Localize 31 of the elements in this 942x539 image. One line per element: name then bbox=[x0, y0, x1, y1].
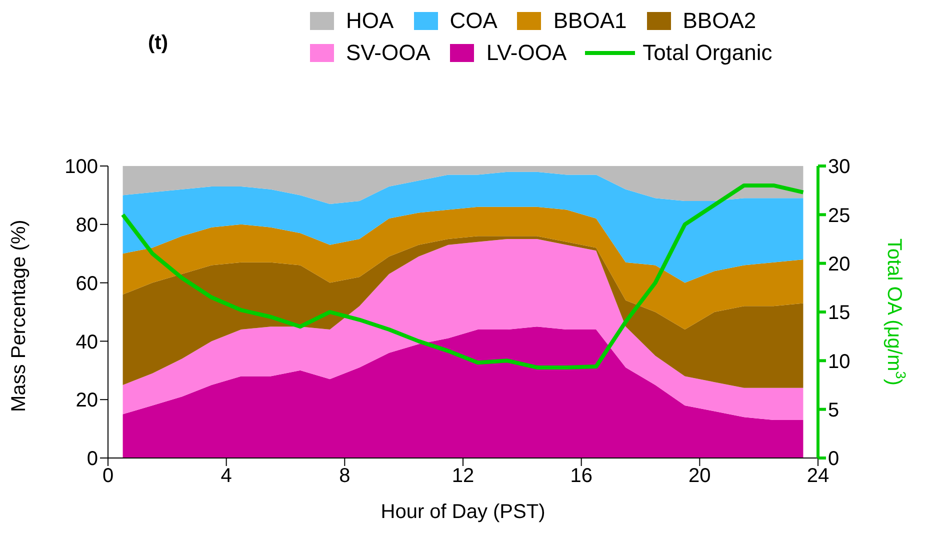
legend-label: BBOA1 bbox=[553, 8, 627, 34]
y-tick-label: 40 bbox=[76, 331, 98, 354]
x-tick-label: 8 bbox=[339, 465, 350, 488]
y-tick-label: 80 bbox=[76, 214, 98, 236]
y2-tick-label: 5 bbox=[828, 399, 840, 422]
legend-label: LV-OOA bbox=[486, 40, 567, 66]
x-tick-label: 16 bbox=[570, 465, 592, 488]
legend-label: Total Organic bbox=[642, 40, 772, 66]
legend-label: BBOA2 bbox=[682, 8, 756, 34]
x-tick-label: 24 bbox=[806, 465, 830, 488]
legend-label: HOA bbox=[346, 8, 394, 34]
x-axis-title: Hour of Day (PST) bbox=[380, 501, 546, 523]
y-tick-label: 60 bbox=[76, 272, 98, 295]
y2-tick-label: 0 bbox=[828, 448, 840, 470]
chart-title: (t) bbox=[148, 32, 168, 55]
y2-tick-label: 30 bbox=[828, 156, 850, 178]
x-tick-label: 20 bbox=[688, 465, 711, 488]
legend-label: SV-OOA bbox=[346, 40, 430, 66]
y2-tick-label: 10 bbox=[828, 350, 850, 373]
y-tick-label: 20 bbox=[76, 390, 98, 412]
y2-tick-label: 20 bbox=[828, 253, 850, 276]
y-tick-label: 100 bbox=[64, 156, 98, 178]
y2-tick-label: 15 bbox=[828, 302, 850, 324]
x-tick-label: 4 bbox=[220, 465, 232, 488]
x-tick-label: 0 bbox=[102, 465, 114, 488]
y-tick-label: 0 bbox=[86, 448, 98, 470]
legend-label: COA bbox=[450, 8, 498, 34]
x-tick-label: 12 bbox=[452, 465, 474, 488]
y2-tick-label: 25 bbox=[828, 204, 850, 227]
line-series bbox=[120, 183, 806, 370]
y-axis-title: Mass Percentage (%) bbox=[8, 220, 30, 412]
